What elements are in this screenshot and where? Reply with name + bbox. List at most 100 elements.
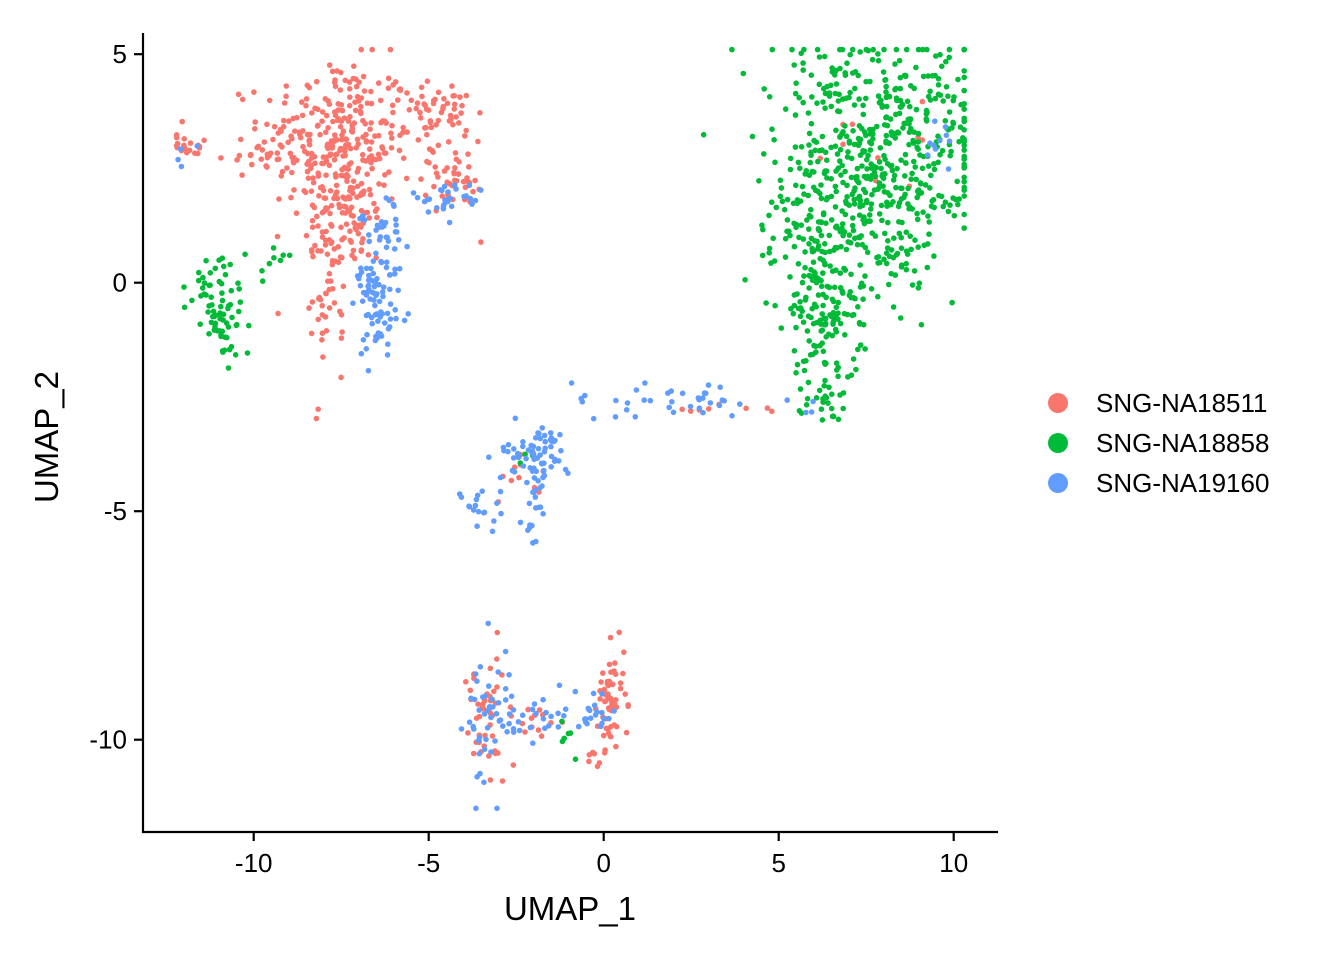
- point: [795, 261, 802, 267]
- point: [818, 283, 825, 290]
- point: [803, 294, 809, 301]
- point: [337, 254, 344, 260]
- point: [291, 187, 297, 193]
- point: [578, 395, 584, 402]
- point: [315, 406, 322, 413]
- point: [946, 46, 953, 53]
- point: [840, 232, 846, 239]
- point: [625, 703, 631, 710]
- point: [512, 415, 519, 422]
- point: [309, 202, 316, 208]
- point: [350, 178, 357, 184]
- point: [857, 49, 863, 55]
- point: [949, 125, 955, 131]
- point: [808, 149, 814, 156]
- point: [945, 166, 952, 172]
- point: [318, 248, 324, 254]
- point: [308, 162, 315, 169]
- point: [474, 523, 480, 529]
- point: [743, 405, 749, 412]
- point: [472, 197, 479, 204]
- point: [815, 246, 821, 252]
- point: [304, 150, 311, 157]
- x-tick-label: 0: [596, 848, 610, 878]
- point: [381, 150, 388, 156]
- point: [961, 164, 967, 170]
- legend-key: [1048, 393, 1068, 413]
- point: [205, 309, 211, 315]
- point: [784, 397, 790, 403]
- point: [379, 289, 386, 295]
- point: [559, 738, 566, 745]
- point: [903, 260, 909, 267]
- point: [405, 311, 412, 317]
- point: [881, 152, 887, 159]
- point: [343, 221, 350, 227]
- point: [846, 292, 853, 299]
- point: [806, 130, 813, 137]
- point: [856, 319, 863, 326]
- point: [633, 387, 640, 393]
- point: [868, 206, 874, 212]
- point: [286, 252, 293, 259]
- point: [333, 182, 340, 189]
- point: [925, 163, 932, 169]
- point: [387, 286, 393, 293]
- point: [665, 390, 671, 396]
- legend-label: SNG-NA18858: [1096, 428, 1269, 458]
- point: [875, 293, 881, 300]
- point: [497, 474, 504, 481]
- point: [888, 162, 895, 169]
- point: [331, 138, 337, 145]
- point: [508, 693, 515, 700]
- point: [810, 320, 817, 327]
- point: [701, 390, 708, 396]
- point: [475, 138, 481, 145]
- point: [286, 118, 292, 124]
- point: [336, 201, 342, 208]
- point: [306, 305, 312, 311]
- point: [843, 200, 850, 207]
- point: [802, 249, 808, 255]
- point: [846, 232, 853, 238]
- point: [854, 241, 861, 248]
- point: [455, 171, 462, 177]
- points-layer: [173, 46, 967, 812]
- point: [839, 221, 846, 227]
- series-sng-na19160: [175, 118, 953, 812]
- point: [327, 210, 333, 217]
- point: [237, 299, 244, 305]
- point: [347, 94, 353, 100]
- point: [541, 449, 548, 455]
- point: [850, 356, 857, 362]
- point: [821, 321, 827, 328]
- point: [271, 123, 278, 130]
- point: [797, 299, 803, 305]
- legend: SNG-NA18511 SNG-NA18858 SNG-NA19160: [1048, 388, 1269, 498]
- point: [343, 136, 350, 143]
- point: [883, 89, 889, 95]
- point: [304, 168, 311, 175]
- point: [810, 398, 816, 405]
- y-tick-label: 5: [113, 39, 127, 69]
- point: [326, 62, 333, 68]
- point: [393, 222, 399, 228]
- point: [493, 710, 500, 717]
- point: [517, 519, 524, 526]
- point: [890, 254, 897, 261]
- point: [791, 292, 798, 298]
- point: [373, 250, 379, 257]
- point: [806, 285, 812, 291]
- point: [961, 184, 967, 191]
- point: [219, 290, 225, 296]
- point: [587, 715, 594, 721]
- point: [847, 51, 853, 58]
- point: [305, 158, 312, 165]
- point: [773, 204, 780, 211]
- point: [835, 299, 842, 306]
- point: [912, 164, 918, 170]
- point: [590, 690, 597, 697]
- point: [888, 247, 895, 253]
- point: [782, 254, 789, 260]
- point: [825, 400, 831, 406]
